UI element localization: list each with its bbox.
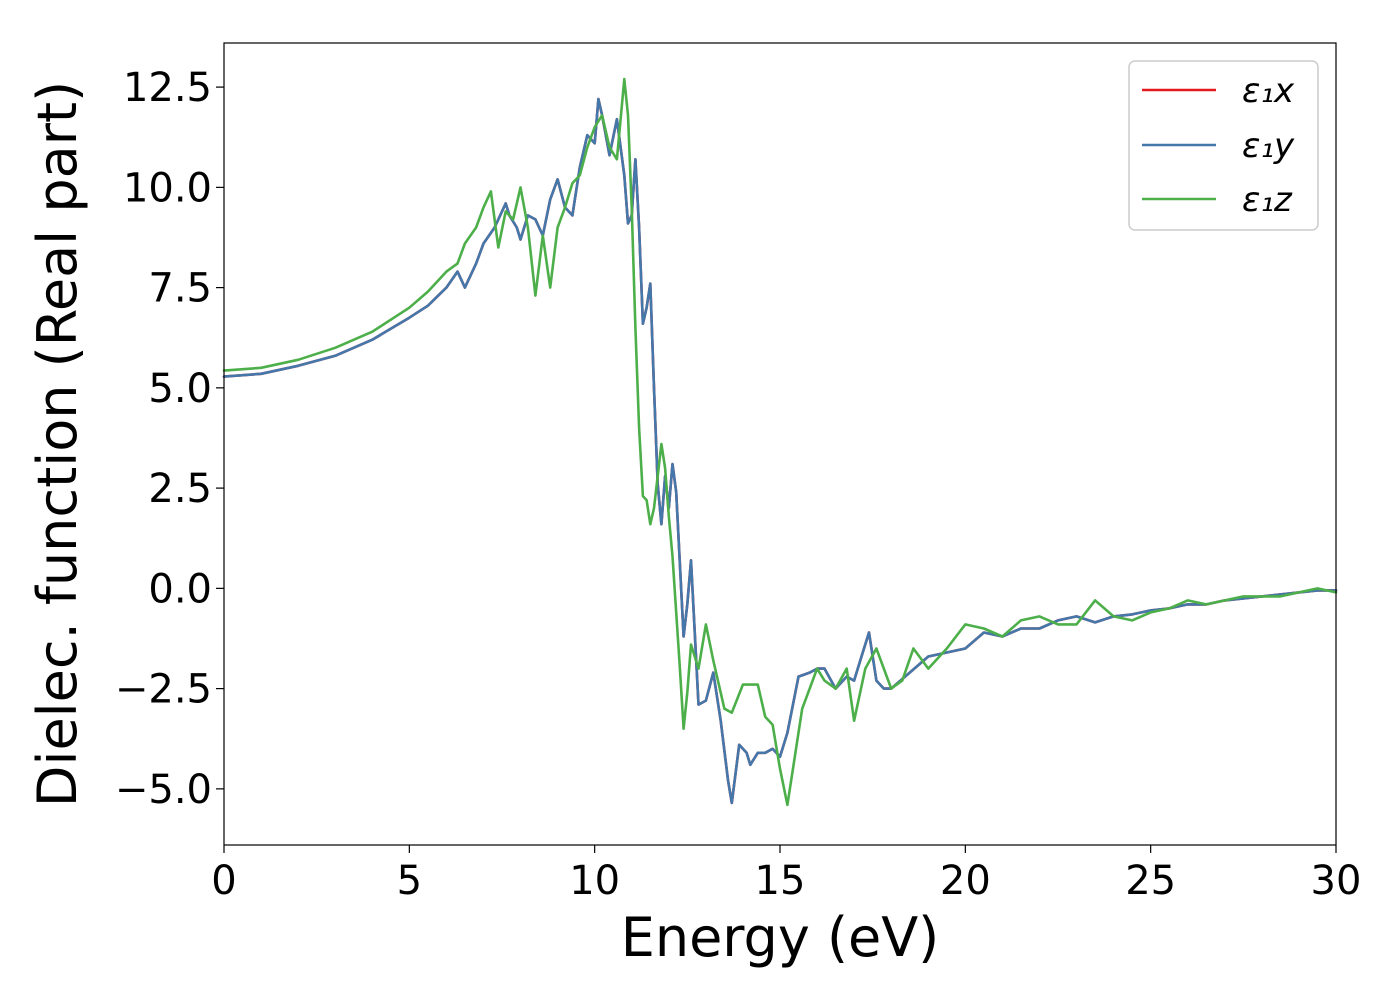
legend-label-2: ε₁y [1242,126,1295,166]
x-tick-label: 10 [569,858,620,904]
x-tick-label: 30 [1311,858,1362,904]
y-tick-label: 5.0 [148,366,212,412]
series-line-2 [222,97,1338,805]
x-tick-label: 20 [940,858,991,904]
legend-label-1: ε₁x [1242,71,1295,111]
y-tick-label: −2.5 [115,667,212,713]
legend-label-3: ε₁z [1242,180,1293,220]
x-tick-label: 15 [755,858,806,904]
legend-box [1128,60,1319,231]
y-tick-label: −5.0 [115,767,212,813]
y-tick-label: 0.0 [148,566,212,612]
series-layer [222,77,1338,807]
x-tick-label: 25 [1125,858,1176,904]
y-axis-ticks: −5.0 −2.5 0.0 2.5 5.0 7.5 10.0 12.5 [115,65,224,813]
x-tick-label: 0 [211,858,236,904]
y-tick-label: 10.0 [123,165,212,211]
x-axis-title: Energy (eV) [621,906,940,969]
y-tick-label: 7.5 [148,266,212,312]
x-axis-ticks: 0 5 10 15 20 25 30 [211,845,1361,904]
x-tick-label: 5 [397,858,422,904]
y-axis-title: Dielec. function (Real part) [26,81,89,807]
series-line-3 [222,77,1338,807]
y-tick-label: 12.5 [123,65,212,111]
y-tick-label: 2.5 [148,466,212,512]
legend: ε₁x ε₁y ε₁z [1128,60,1319,231]
